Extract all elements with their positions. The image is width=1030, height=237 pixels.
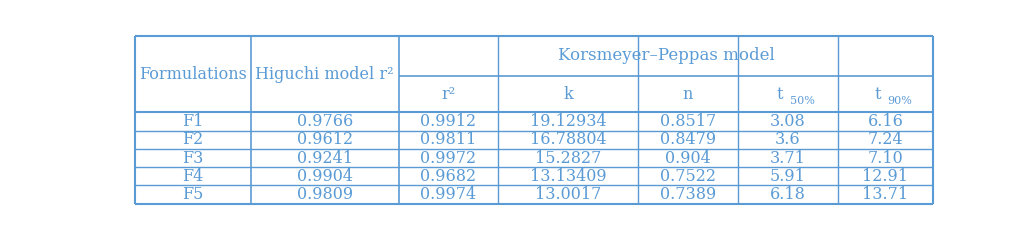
Text: 0.9912: 0.9912 (420, 113, 477, 130)
Text: 0.9972: 0.9972 (420, 150, 477, 167)
Text: 13.0017: 13.0017 (535, 186, 602, 203)
Text: 7.24: 7.24 (867, 131, 903, 148)
Text: 0.9811: 0.9811 (420, 131, 477, 148)
Text: 6.18: 6.18 (769, 186, 805, 203)
Text: 3.71: 3.71 (769, 150, 805, 167)
Text: Korsmeyer–Peppas model: Korsmeyer–Peppas model (557, 47, 775, 64)
Text: 0.9241: 0.9241 (297, 150, 352, 167)
Text: 5.91: 5.91 (769, 168, 805, 185)
Text: 3.08: 3.08 (769, 113, 805, 130)
Text: 0.8479: 0.8479 (660, 131, 716, 148)
Text: n: n (683, 86, 693, 103)
Text: 50%: 50% (790, 96, 815, 106)
Text: 7.10: 7.10 (867, 150, 903, 167)
Text: 0.9904: 0.9904 (297, 168, 352, 185)
Text: 0.9612: 0.9612 (297, 131, 353, 148)
Text: F4: F4 (182, 168, 204, 185)
Text: r²: r² (441, 86, 455, 103)
Text: 13.71: 13.71 (862, 186, 908, 203)
Text: 0.9974: 0.9974 (420, 186, 477, 203)
Text: 0.7522: 0.7522 (660, 168, 716, 185)
Text: 0.8517: 0.8517 (660, 113, 716, 130)
Text: 0.9766: 0.9766 (297, 113, 353, 130)
Text: 0.7389: 0.7389 (660, 186, 716, 203)
Text: 0.9809: 0.9809 (297, 186, 353, 203)
Text: Higuchi model r²: Higuchi model r² (255, 66, 394, 82)
Text: 15.2827: 15.2827 (535, 150, 602, 167)
Text: 16.78804: 16.78804 (529, 131, 607, 148)
Text: F5: F5 (182, 186, 204, 203)
Text: 0.904: 0.904 (665, 150, 711, 167)
Text: 6.16: 6.16 (867, 113, 903, 130)
Text: 0.9682: 0.9682 (420, 168, 477, 185)
Text: 12.91: 12.91 (862, 168, 908, 185)
Text: 3.6: 3.6 (775, 131, 800, 148)
Text: t: t (874, 86, 881, 103)
Text: t: t (777, 86, 783, 103)
Text: 90%: 90% (888, 96, 913, 106)
Text: k: k (563, 86, 573, 103)
Text: Formulations: Formulations (139, 66, 247, 82)
Text: F2: F2 (182, 131, 204, 148)
Text: 13.13409: 13.13409 (529, 168, 607, 185)
Text: F1: F1 (182, 113, 204, 130)
Text: F3: F3 (182, 150, 204, 167)
Text: 19.12934: 19.12934 (529, 113, 607, 130)
